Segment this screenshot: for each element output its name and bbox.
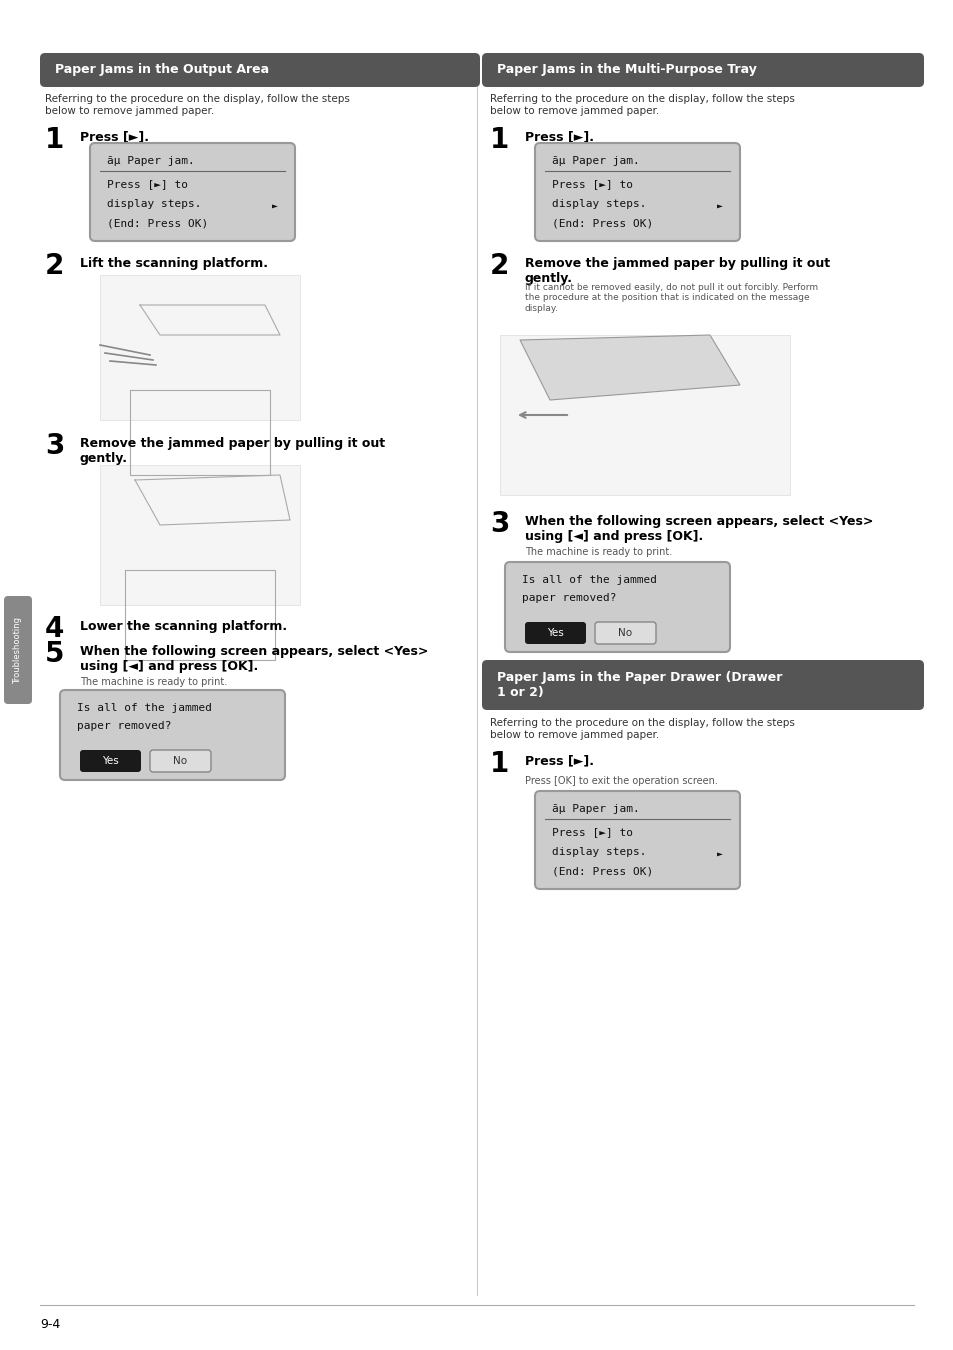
- Bar: [499, 335, 789, 495]
- Text: Referring to the procedure on the display, follow the steps
below to remove jamm: Referring to the procedure on the displa…: [45, 95, 350, 116]
- Text: ►: ►: [717, 201, 722, 211]
- Text: Troubleshooting: Troubleshooting: [13, 617, 23, 683]
- Text: The machine is ready to print.: The machine is ready to print.: [524, 547, 672, 558]
- FancyBboxPatch shape: [90, 143, 294, 242]
- Text: No: No: [618, 628, 632, 639]
- FancyBboxPatch shape: [595, 622, 656, 644]
- Bar: [100, 464, 299, 605]
- FancyBboxPatch shape: [60, 690, 285, 780]
- Text: 3: 3: [490, 510, 509, 539]
- Text: No: No: [172, 756, 187, 765]
- Text: paper removed?: paper removed?: [77, 721, 172, 730]
- Text: Remove the jammed paper by pulling it out
gently.: Remove the jammed paper by pulling it ou…: [524, 256, 829, 285]
- FancyBboxPatch shape: [535, 791, 740, 890]
- FancyBboxPatch shape: [535, 143, 740, 242]
- Text: Press [►] to: Press [►] to: [552, 828, 633, 837]
- Text: Press [►].: Press [►].: [80, 130, 149, 143]
- Text: Paper Jams in the Paper Drawer (Drawer
1 or 2): Paper Jams in the Paper Drawer (Drawer 1…: [497, 671, 781, 699]
- Text: ãµ Paper jam.: ãµ Paper jam.: [552, 157, 639, 166]
- Text: Is all of the jammed: Is all of the jammed: [521, 575, 657, 585]
- FancyBboxPatch shape: [4, 595, 32, 703]
- Text: display steps.: display steps.: [107, 198, 201, 209]
- Text: Press [►].: Press [►].: [524, 130, 594, 143]
- Text: The machine is ready to print.: The machine is ready to print.: [80, 676, 227, 687]
- Text: ãµ Paper jam.: ãµ Paper jam.: [552, 805, 639, 814]
- Text: paper removed?: paper removed?: [521, 593, 616, 603]
- Text: 3: 3: [45, 432, 64, 460]
- Text: ►: ►: [717, 849, 722, 859]
- Text: Paper Jams in the Multi-Purpose Tray: Paper Jams in the Multi-Purpose Tray: [497, 63, 756, 77]
- Text: ãµ Paper jam.: ãµ Paper jam.: [107, 157, 194, 166]
- FancyBboxPatch shape: [481, 660, 923, 710]
- FancyBboxPatch shape: [40, 53, 479, 86]
- Text: Remove the jammed paper by pulling it out
gently.: Remove the jammed paper by pulling it ou…: [80, 437, 385, 464]
- Text: 5: 5: [45, 640, 65, 668]
- Text: (End: Press OK): (End: Press OK): [107, 219, 208, 228]
- Text: Press [►] to: Press [►] to: [552, 180, 633, 189]
- Text: Press [OK] to exit the operation screen.: Press [OK] to exit the operation screen.: [524, 776, 717, 786]
- Text: 1: 1: [45, 126, 64, 154]
- Text: Yes: Yes: [102, 756, 118, 765]
- Text: Referring to the procedure on the display, follow the steps
below to remove jamm: Referring to the procedure on the displa…: [490, 718, 794, 740]
- Text: display steps.: display steps.: [552, 198, 646, 209]
- Text: 2: 2: [45, 252, 64, 279]
- Text: When the following screen appears, select <Yes>
using [◄] and press [OK].: When the following screen appears, selec…: [80, 645, 428, 674]
- Text: (End: Press OK): (End: Press OK): [552, 219, 653, 228]
- Text: display steps.: display steps.: [552, 846, 646, 857]
- Text: Press [►].: Press [►].: [524, 755, 594, 767]
- Text: (End: Press OK): (End: Press OK): [552, 867, 653, 876]
- Text: Referring to the procedure on the display, follow the steps
below to remove jamm: Referring to the procedure on the displa…: [490, 95, 794, 116]
- Text: Lift the scanning platform.: Lift the scanning platform.: [80, 256, 268, 270]
- FancyBboxPatch shape: [150, 751, 211, 772]
- Text: Is all of the jammed: Is all of the jammed: [77, 703, 212, 713]
- Text: ►: ►: [272, 201, 277, 211]
- Text: If it cannot be removed easily, do not pull it out forcibly. Perform
the procedu: If it cannot be removed easily, do not p…: [524, 284, 818, 313]
- FancyBboxPatch shape: [504, 562, 729, 652]
- Text: Paper Jams in the Output Area: Paper Jams in the Output Area: [55, 63, 269, 77]
- Text: 1: 1: [490, 126, 509, 154]
- Text: Lower the scanning platform.: Lower the scanning platform.: [80, 620, 287, 633]
- Text: Press [►] to: Press [►] to: [107, 180, 188, 189]
- Text: 4: 4: [45, 616, 64, 643]
- FancyBboxPatch shape: [80, 751, 141, 772]
- Text: When the following screen appears, select <Yes>
using [◄] and press [OK].: When the following screen appears, selec…: [524, 514, 872, 543]
- Text: 9-4: 9-4: [40, 1318, 60, 1331]
- Bar: [100, 275, 299, 420]
- Text: Yes: Yes: [546, 628, 563, 639]
- Text: 1: 1: [490, 751, 509, 778]
- FancyBboxPatch shape: [481, 53, 923, 86]
- Polygon shape: [519, 335, 740, 400]
- Text: 2: 2: [490, 252, 509, 279]
- FancyBboxPatch shape: [524, 622, 585, 644]
